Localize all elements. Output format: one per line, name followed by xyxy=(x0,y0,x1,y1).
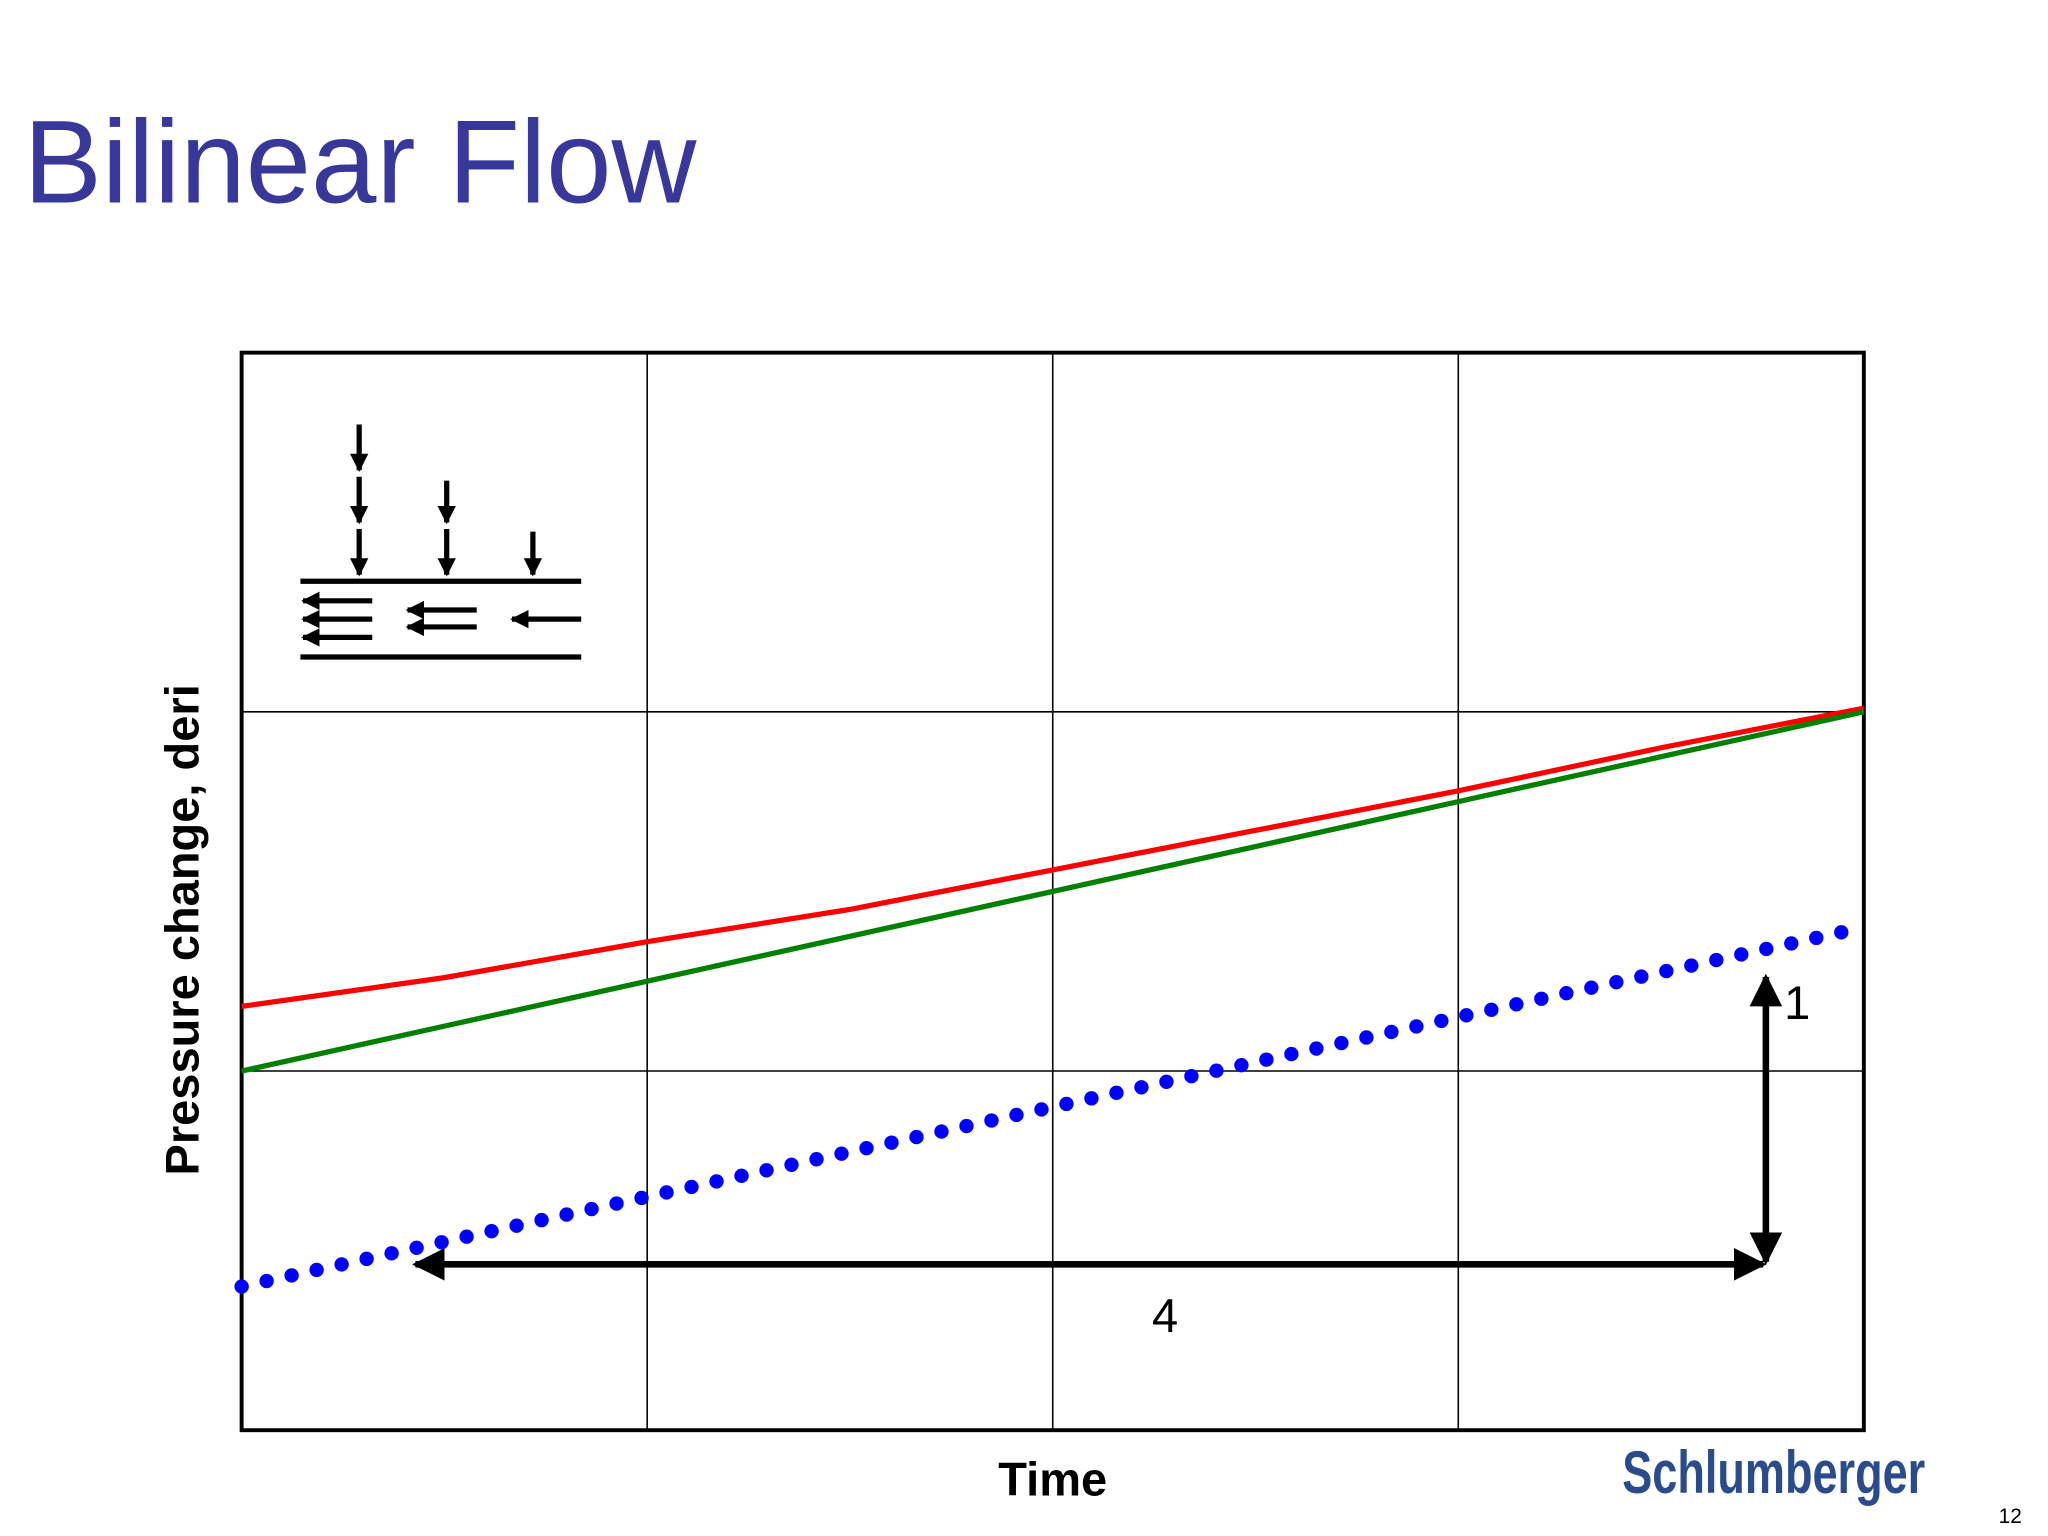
series-line xyxy=(234,920,1872,1294)
flow-diagram xyxy=(300,424,582,660)
plot xyxy=(234,350,1872,1433)
x-axis-label: Time xyxy=(998,1453,1107,1506)
logo: Schlumberger xyxy=(1622,1439,1925,1506)
annotation: 1 xyxy=(1784,976,1810,1029)
slide-title: Bilinear Flow xyxy=(24,96,698,227)
series-line xyxy=(241,705,1865,1009)
page-number: 12 xyxy=(1999,1505,2022,1528)
plot-frame xyxy=(239,350,1866,1433)
annotation: 4 xyxy=(1152,1289,1178,1342)
y-axis-label: Pressure change, deri xyxy=(156,684,209,1175)
series-line xyxy=(241,709,1865,1074)
